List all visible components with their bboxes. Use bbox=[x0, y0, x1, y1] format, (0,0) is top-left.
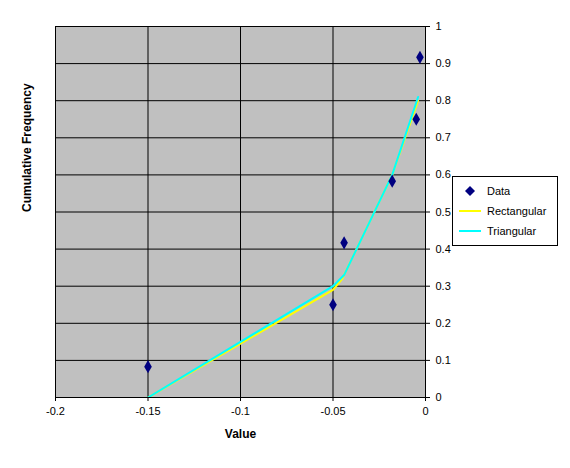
svg-text:-0.05: -0.05 bbox=[320, 405, 345, 417]
svg-text:0.2: 0.2 bbox=[436, 317, 451, 329]
svg-text:0.1: 0.1 bbox=[436, 354, 451, 366]
svg-text:-0.15: -0.15 bbox=[135, 405, 160, 417]
svg-text:0.4: 0.4 bbox=[436, 243, 451, 255]
html-text:Rectangular: Rectangular bbox=[487, 205, 547, 217]
svg-text:Value: Value bbox=[225, 427, 257, 441]
svg-text:-0.1: -0.1 bbox=[231, 405, 250, 417]
svg-text:0.5: 0.5 bbox=[436, 206, 451, 218]
html-text:Triangular: Triangular bbox=[487, 225, 537, 237]
svg-text:0.8: 0.8 bbox=[436, 94, 451, 106]
svg-text:0.6: 0.6 bbox=[436, 168, 451, 180]
svg-text:0.3: 0.3 bbox=[436, 280, 451, 292]
svg-text:1: 1 bbox=[436, 20, 442, 32]
svg-text:Cumulative Frequency: Cumulative Frequency bbox=[20, 83, 34, 212]
svg-text:-0.2: -0.2 bbox=[46, 405, 65, 417]
html-text:Data: Data bbox=[487, 185, 511, 197]
svg-text:0.7: 0.7 bbox=[436, 131, 451, 143]
svg-text:0.9: 0.9 bbox=[436, 57, 451, 69]
svg-text:0: 0 bbox=[436, 391, 442, 403]
svg-text:0: 0 bbox=[422, 405, 428, 417]
